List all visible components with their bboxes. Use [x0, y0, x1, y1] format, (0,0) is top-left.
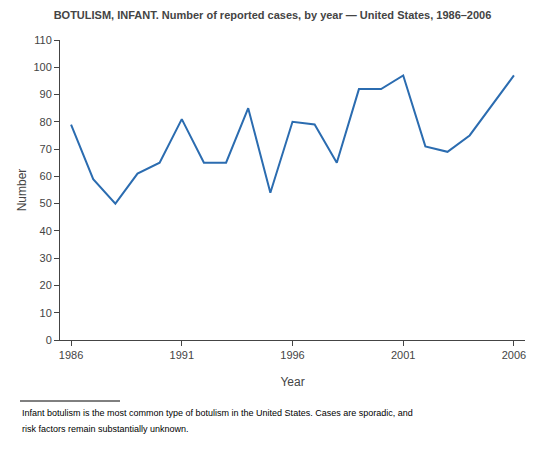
- svg-text:2001: 2001: [391, 349, 415, 361]
- svg-text:Year: Year: [280, 375, 304, 389]
- svg-text:50: 50: [40, 197, 52, 209]
- svg-text:BOTULISM, INFANT. Number of re: BOTULISM, INFANT. Number of reported cas…: [54, 9, 492, 21]
- svg-text:Number: Number: [15, 169, 29, 212]
- svg-text:90: 90: [40, 88, 52, 100]
- svg-text:70: 70: [40, 143, 52, 155]
- svg-text:100: 100: [33, 61, 51, 73]
- svg-text:Infant botulism is the most co: Infant botulism is the most common type …: [22, 408, 413, 418]
- svg-text:10: 10: [40, 307, 52, 319]
- svg-text:1996: 1996: [280, 349, 304, 361]
- svg-text:0: 0: [46, 334, 52, 346]
- svg-text:40: 40: [40, 225, 52, 237]
- svg-text:80: 80: [40, 116, 52, 128]
- svg-text:2006: 2006: [502, 349, 526, 361]
- svg-text:110: 110: [34, 34, 52, 46]
- svg-text:20: 20: [40, 279, 52, 291]
- svg-text:risk factors remain substantia: risk factors remain substantially unknow…: [22, 424, 189, 434]
- svg-text:30: 30: [40, 252, 52, 264]
- svg-text:1991: 1991: [170, 349, 194, 361]
- svg-text:1986: 1986: [59, 349, 83, 361]
- svg-text:60: 60: [40, 170, 52, 182]
